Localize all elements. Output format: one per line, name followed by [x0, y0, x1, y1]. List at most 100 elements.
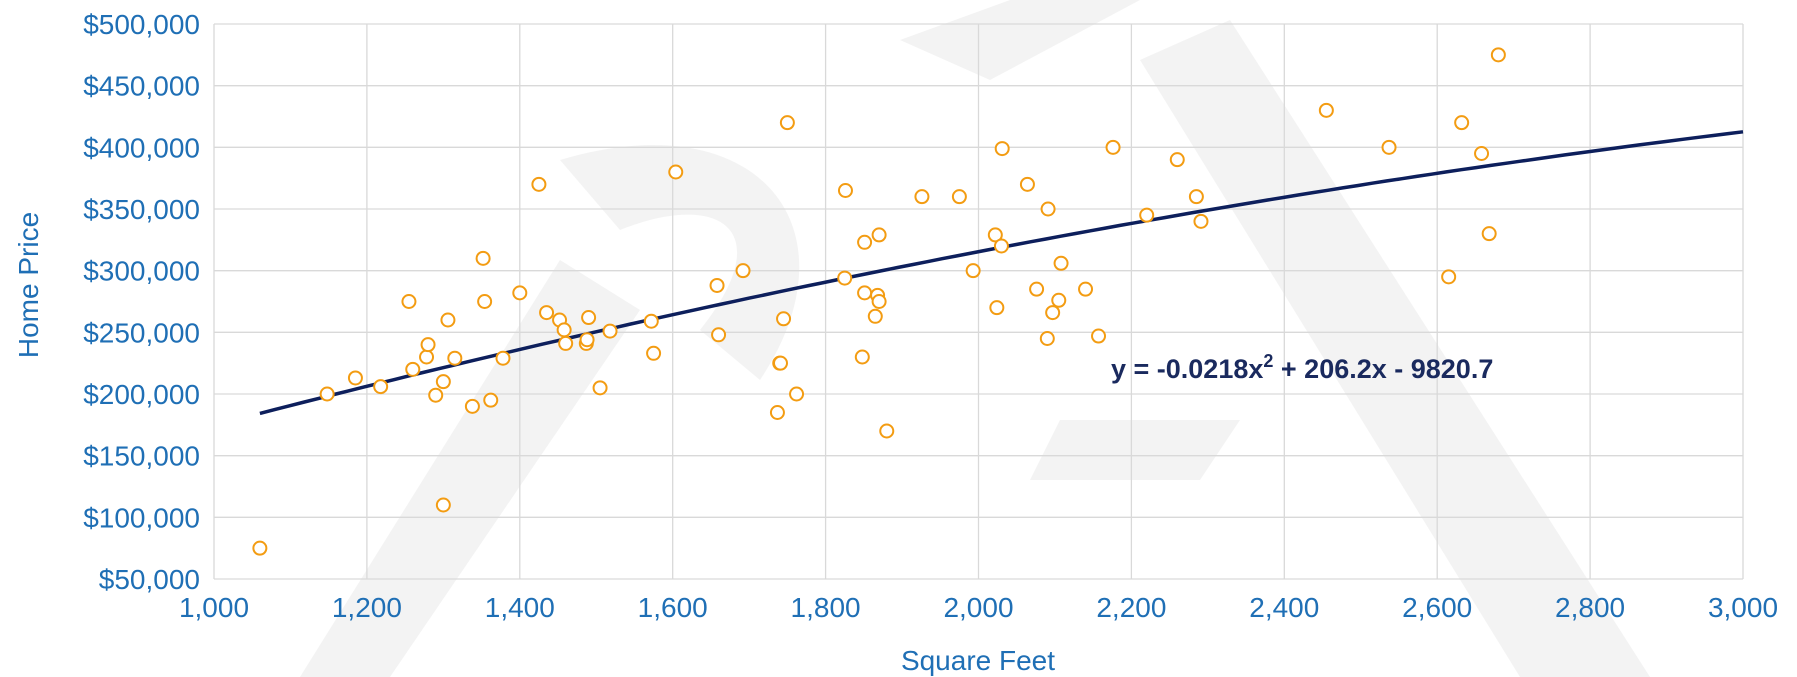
data-point: [373, 379, 389, 395]
y-tick-label: $250,000: [83, 317, 200, 348]
data-point: [871, 227, 887, 243]
x-axis-tick-labels: 1,000 1,200 1,400 1,600 1,800 2,000 2,200 2,400…: [179, 592, 1778, 623]
y-tick-label: $500,000: [83, 9, 200, 40]
data-point: [252, 540, 268, 556]
equation-prefix: y = -0.0218x: [1111, 354, 1263, 384]
data-point: [854, 349, 870, 365]
y-tick-label: $150,000: [83, 441, 200, 472]
data-point: [1193, 213, 1209, 229]
data-point: [435, 497, 451, 513]
x-tick-label: 2,000: [943, 592, 1013, 623]
data-point: [837, 270, 853, 286]
data-point: [1105, 139, 1121, 155]
data-point: [477, 294, 493, 309]
data-point: [435, 374, 451, 390]
data-point: [993, 238, 1009, 254]
data-point: [965, 263, 981, 279]
data-point: [1169, 152, 1185, 168]
x-tick-label: 1,000: [179, 592, 249, 623]
data-point: [1029, 281, 1045, 297]
data-point: [464, 398, 480, 414]
data-points: [252, 47, 1506, 556]
data-point: [1188, 189, 1204, 205]
data-point: [512, 285, 528, 301]
data-point: [779, 115, 795, 131]
data-point: [440, 312, 456, 328]
data-point: [776, 311, 792, 327]
data-point: [1139, 207, 1155, 223]
equation-exponent: 2: [1263, 351, 1273, 371]
y-tick-label: $50,000: [99, 564, 200, 595]
data-point: [581, 310, 597, 326]
data-point: [556, 322, 572, 338]
data-point: [401, 294, 417, 309]
data-point: [668, 164, 684, 180]
data-point: [420, 337, 436, 353]
x-tick-label: 1,800: [791, 592, 861, 623]
data-point: [989, 300, 1005, 316]
trendline: [259, 130, 1744, 416]
data-point: [1051, 292, 1067, 308]
trendline-equation: y = -0.0218x2 + 206.2x - 9820.7: [1111, 351, 1493, 384]
data-point: [419, 349, 435, 365]
y-axis-tick-labels: $50,000 $100,000 $150,000 $200,000 $250,000 $…: [83, 9, 200, 595]
x-tick-label: 3,000: [1708, 592, 1778, 623]
y-tick-label: $300,000: [83, 256, 200, 287]
data-point: [539, 305, 555, 321]
data-point: [475, 250, 491, 266]
x-tick-label: 1,600: [638, 592, 708, 623]
data-point: [1091, 328, 1107, 344]
data-point: [646, 345, 662, 361]
data-point: [1040, 201, 1056, 217]
data-point: [857, 285, 873, 301]
data-point: [592, 380, 608, 396]
data-point: [789, 386, 805, 402]
x-tick-label: 2,800: [1555, 592, 1625, 623]
data-point: [987, 227, 1003, 243]
data-point: [405, 361, 421, 377]
data-point: [871, 294, 887, 309]
data-point: [837, 183, 853, 198]
equation-suffix: + 206.2x - 9820.7: [1273, 354, 1493, 384]
data-point: [428, 387, 444, 403]
x-tick-label: 1,200: [332, 592, 402, 623]
data-point: [531, 176, 547, 192]
data-point: [772, 355, 788, 371]
data-point: [1381, 139, 1397, 155]
y-tick-label: $200,000: [83, 379, 200, 410]
data-point: [1481, 226, 1497, 242]
data-point: [1474, 146, 1490, 161]
x-tick-label: 2,200: [1096, 592, 1166, 623]
data-point: [643, 313, 659, 329]
data-point: [602, 323, 618, 339]
y-tick-label: $100,000: [83, 502, 200, 533]
x-tick-label: 1,400: [485, 592, 555, 623]
data-point: [1019, 176, 1035, 192]
y-tick-label: $350,000: [83, 194, 200, 225]
data-point: [1441, 269, 1457, 285]
data-point: [1045, 305, 1061, 321]
data-point: [1490, 47, 1506, 63]
data-point: [495, 350, 511, 366]
data-point: [711, 327, 727, 343]
y-axis-title: Home Price: [13, 212, 44, 358]
data-point: [558, 335, 574, 351]
data-point: [1039, 331, 1055, 346]
x-tick-label: 2,400: [1249, 592, 1319, 623]
data-point: [1053, 255, 1069, 271]
data-point: [914, 189, 930, 205]
data-point: [709, 277, 725, 293]
watermark: [300, 0, 1650, 677]
data-point: [879, 423, 895, 439]
x-tick-label: 2,600: [1402, 592, 1472, 623]
data-point: [347, 370, 363, 386]
data-point: [483, 392, 499, 408]
data-point: [735, 263, 751, 279]
data-point: [319, 386, 335, 402]
data-point: [857, 234, 873, 250]
y-tick-label: $450,000: [83, 71, 200, 102]
data-point: [1318, 102, 1334, 118]
data-point: [867, 308, 883, 324]
data-point: [994, 141, 1010, 157]
